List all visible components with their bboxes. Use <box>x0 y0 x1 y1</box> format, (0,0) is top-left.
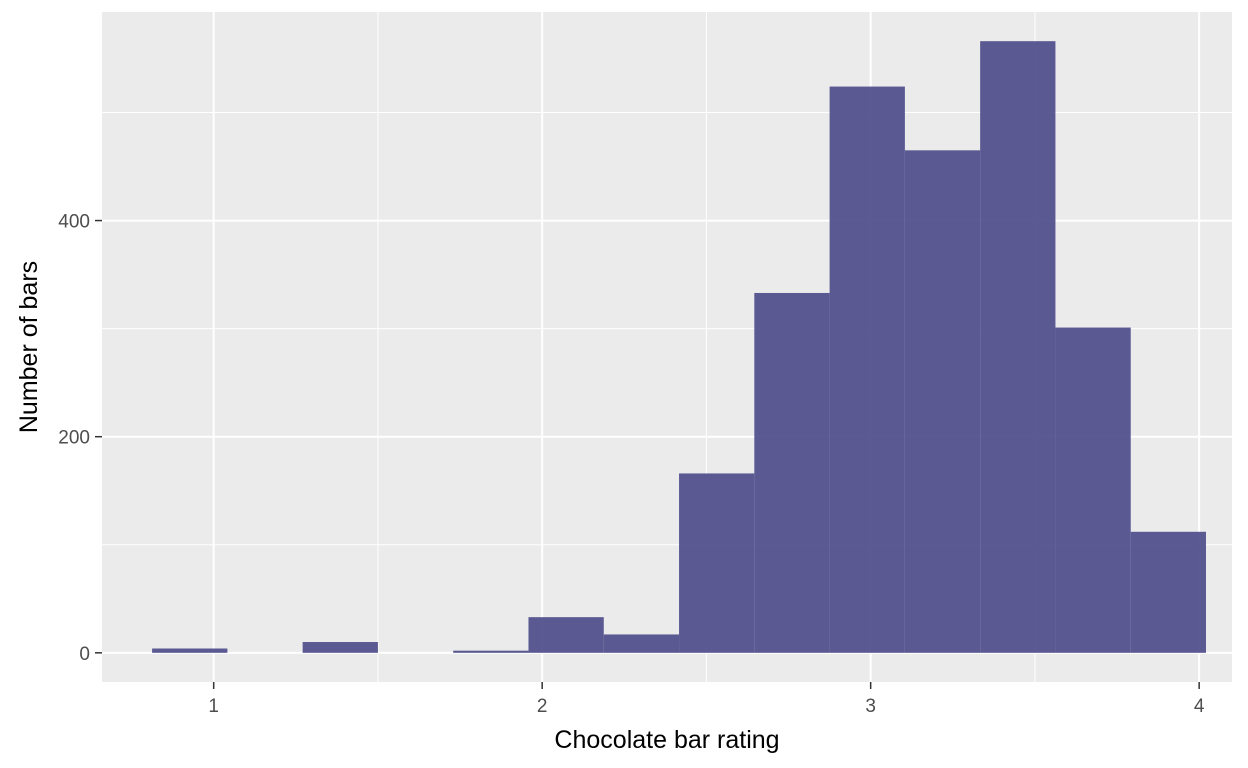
y-tick-label: 0 <box>79 644 90 665</box>
histogram-bar <box>754 292 830 653</box>
y-axis-title: Number of bars <box>15 261 43 433</box>
y-tick-label: 400 <box>58 212 90 233</box>
histogram-bar <box>528 617 604 653</box>
histogram-bar <box>829 86 905 653</box>
x-tick-label: 1 <box>208 696 219 717</box>
histogram-bar <box>152 648 228 653</box>
histogram-bar <box>1055 327 1131 653</box>
x-tick-label: 3 <box>865 696 876 717</box>
histogram-bar <box>679 473 755 653</box>
x-tick-label: 4 <box>1194 696 1205 717</box>
x-axis-title: Chocolate bar rating <box>554 726 779 754</box>
histogram-bar <box>453 650 529 653</box>
x-axis-ticks: 1 2 3 4 <box>208 682 1205 717</box>
y-axis-ticks: 0 200 400 <box>58 212 102 665</box>
histogram-bars <box>152 41 1206 653</box>
histogram-bar <box>1130 531 1206 653</box>
histogram-bar <box>980 41 1056 653</box>
histogram-bar <box>603 634 680 653</box>
histogram-bar <box>302 642 378 653</box>
y-tick-label: 200 <box>58 428 90 449</box>
histogram-bar <box>904 150 981 653</box>
x-tick-label: 2 <box>537 696 548 717</box>
